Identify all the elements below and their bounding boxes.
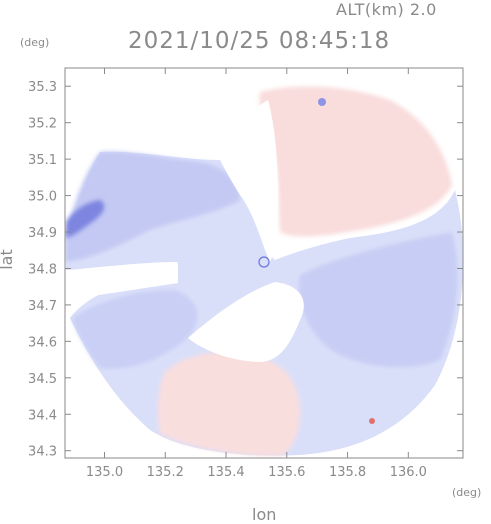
y-tick-label: 35.3 bbox=[28, 80, 57, 95]
x-axis-label: lon bbox=[252, 505, 277, 524]
data-gap-northeast-corner bbox=[330, 68, 463, 200]
y-tick-label: 34.6 bbox=[28, 335, 57, 350]
y-tick-label: 34.7 bbox=[28, 299, 57, 314]
x-tick-label: 135.6 bbox=[268, 465, 305, 480]
radar-site-marker bbox=[258, 256, 270, 268]
y-axis: 34.3 34.4 34.5 34.6 34.7 34.8 34.9 35.0 35.1 35.2… bbox=[28, 80, 463, 460]
approaching-region-east bbox=[299, 232, 458, 368]
x-tick-label: 135.4 bbox=[207, 465, 244, 480]
blocked-sector bbox=[66, 264, 178, 300]
y-tick-label: 35.2 bbox=[28, 117, 57, 132]
y-tick-label: 34.9 bbox=[28, 226, 57, 241]
approaching-region-northwest bbox=[66, 151, 240, 262]
velocity-field bbox=[66, 68, 463, 458]
receding-region-northeast bbox=[259, 86, 452, 237]
y-tick-label: 35.1 bbox=[28, 153, 57, 168]
x-tick-label: 135.2 bbox=[147, 465, 184, 480]
altitude-label: ALT(km) 2.0 bbox=[336, 0, 437, 19]
strong-receding-echo bbox=[369, 418, 375, 424]
x-axis: 135.0 135.2 135.4 135.6 135.8 136.0 bbox=[86, 68, 427, 480]
y-tick-label: 34.8 bbox=[28, 262, 57, 277]
x-tick-label: 136.0 bbox=[390, 465, 427, 480]
calm-gap-north bbox=[220, 100, 278, 262]
data-gap-southeast-corner bbox=[300, 315, 463, 458]
y-tick-label: 34.4 bbox=[28, 408, 57, 423]
receding-region-south bbox=[157, 352, 301, 456]
y-tick-label: 34.5 bbox=[28, 372, 57, 387]
approaching-core-northwest bbox=[66, 200, 105, 238]
timestamp-title: 2021/10/25 08:45:18 bbox=[128, 28, 391, 54]
strong-approaching-echo bbox=[318, 98, 326, 106]
x-tick-label: 135.0 bbox=[86, 465, 123, 480]
plot-frame bbox=[64, 67, 464, 459]
data-gap-northwest-corner bbox=[66, 68, 260, 160]
y-tick-label: 34.3 bbox=[28, 445, 57, 460]
y-unit-label: (deg) bbox=[20, 36, 50, 49]
x-unit-label: (deg) bbox=[452, 486, 482, 499]
approaching-region-southwest bbox=[72, 290, 198, 369]
y-tick-label: 35.0 bbox=[28, 190, 57, 205]
x-tick-label: 135.8 bbox=[329, 465, 366, 480]
calm-gap-south bbox=[188, 282, 304, 362]
data-gap-southwest-corner bbox=[66, 340, 160, 458]
